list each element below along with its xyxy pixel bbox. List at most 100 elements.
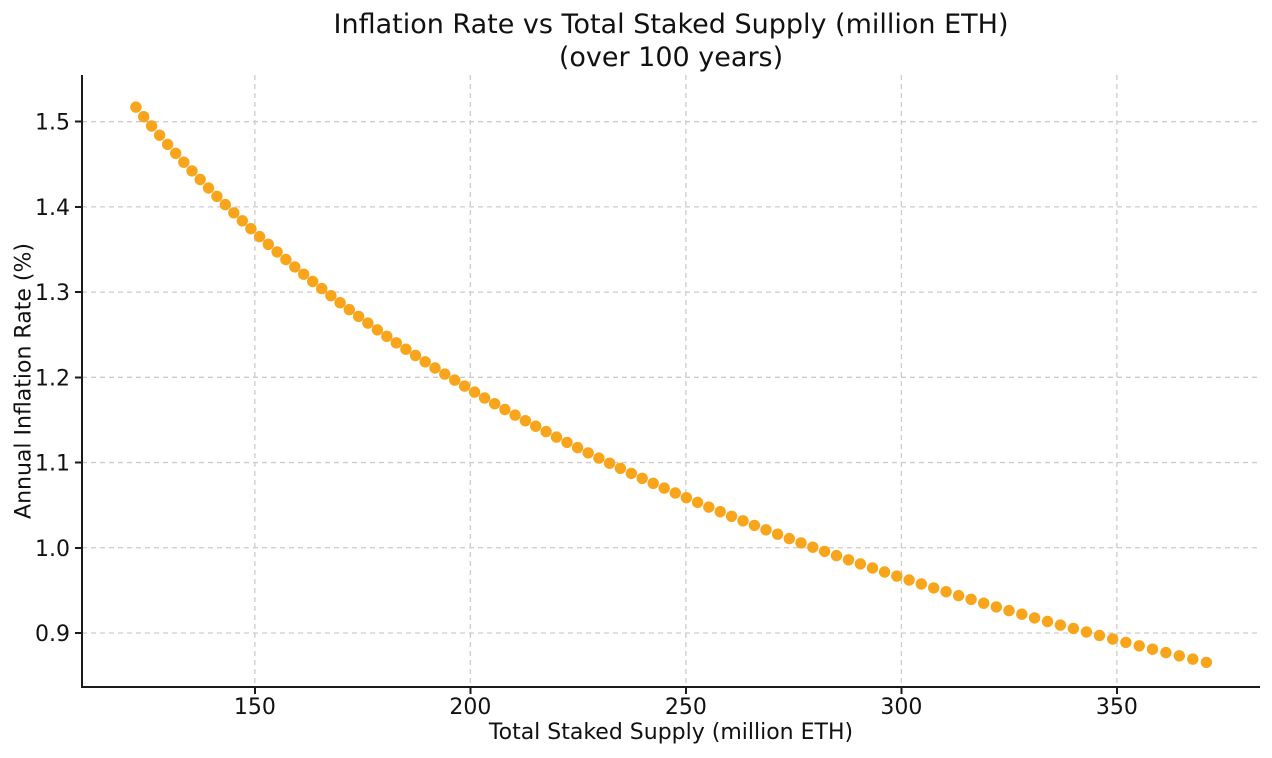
data-point [1028,612,1041,624]
data-point [161,138,174,151]
data-point [593,452,605,464]
data-point [325,290,337,302]
y-tick-label: 1.1 [35,452,70,477]
data-point [854,558,867,570]
data-point [449,374,461,386]
data-point [550,431,563,443]
data-point [352,310,365,323]
data-point [636,472,648,484]
data-point [903,574,915,586]
data-point [509,409,521,421]
data-point [571,441,584,454]
data-point [714,506,726,518]
data-point [540,425,552,438]
x-tick-label: 250 [665,695,707,720]
data-point [211,190,223,202]
data-point [298,268,310,280]
data-point [153,129,166,141]
y-tick-label: 1.0 [35,537,70,562]
axis-ticks [75,120,1118,694]
data-point [202,182,215,194]
y-axis-title: Annual Inflation Rate (%) [11,243,37,519]
data-point [228,207,240,219]
data-point [582,447,594,459]
y-tick-label: 0.9 [35,622,70,647]
data-point [409,349,422,362]
data-point [186,165,198,177]
data-point [530,420,542,432]
data-point [390,337,402,349]
data-point [1093,629,1106,642]
data-point [965,593,977,605]
data-point [703,501,715,513]
axis-spines [81,75,1260,688]
data-point [760,524,772,536]
data-point [1120,636,1132,649]
data-point [842,554,855,566]
data-point [458,380,471,392]
data-point [1107,633,1119,645]
data-point [737,515,749,527]
data-point [271,246,283,258]
data-point [658,482,670,494]
scatter-series [130,101,1213,669]
data-point [978,597,990,609]
data-point [952,589,965,602]
data-point [1133,640,1145,652]
data-point [748,519,761,532]
data-point [725,510,738,522]
data-point [381,330,393,342]
data-point [400,343,412,355]
data-point [928,582,940,594]
data-point [1146,643,1159,655]
data-point [519,415,532,427]
data-point [830,549,843,562]
data-point [818,545,831,558]
data-point [680,492,693,504]
data-point [795,537,807,549]
data-point [219,198,231,211]
data-point [807,541,819,553]
data-point [783,532,795,545]
tick-labels: 150 200 250 300 350 0.9 1.0 1.1 1.2 1.3 1.4 1.5 [35,111,1138,720]
data-point [1003,604,1015,617]
data-point [468,386,481,398]
gridlines [82,75,1260,687]
x-tick-label: 150 [234,695,276,720]
data-point [561,436,573,449]
data-point [614,462,627,474]
data-point [691,496,704,509]
data-point [170,147,182,159]
data-point [130,101,142,113]
data-point [625,467,637,480]
data-point [253,230,266,243]
data-point [236,215,248,227]
data-point [289,261,301,273]
data-point [1016,608,1028,620]
data-point [990,601,1002,613]
chart-subtitle: (over 100 years) [558,42,784,73]
data-point [1080,626,1093,638]
data-point [915,578,927,590]
data-point [1067,622,1080,635]
data-point [489,398,501,410]
data-point [866,562,879,574]
data-point [1200,656,1213,669]
data-point [1160,646,1172,659]
data-point [499,403,511,416]
data-point [1187,653,1199,665]
data-point [603,457,616,469]
y-tick-label: 1.2 [35,366,70,391]
data-point [669,487,681,499]
data-point [771,528,784,540]
data-point [262,238,274,250]
data-point [138,111,150,123]
chart-title: Inflation Rate vs Total Staked Supply (m… [333,9,1009,40]
data-point [429,362,441,374]
data-point [1041,615,1054,628]
data-point [371,324,383,336]
data-point [1173,650,1186,662]
x-tick-label: 300 [880,695,922,720]
